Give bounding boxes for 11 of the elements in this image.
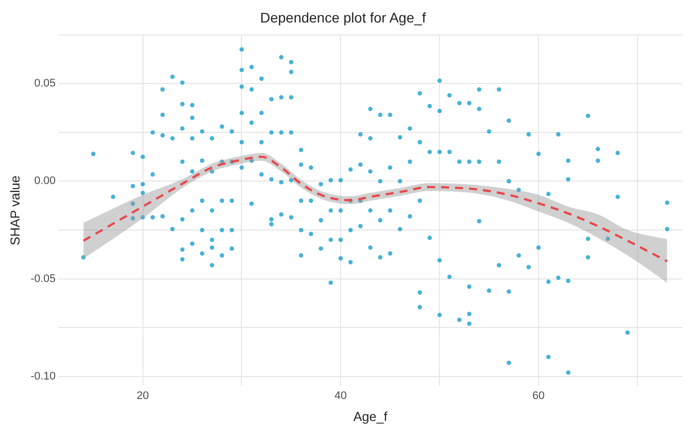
x-axis-title: Age_f: [353, 408, 388, 424]
y-axis-title: SHAP value: [7, 176, 22, 246]
chart-title: Dependence plot for Age_f: [260, 9, 426, 26]
x-tick-label: 20: [136, 390, 149, 402]
line-series: [82, 156, 668, 262]
x-tick-label: 60: [532, 390, 545, 402]
y-tick-label: -0.05: [30, 272, 56, 285]
y-tick-label: 0.00: [34, 175, 56, 188]
x-tick-label: 40: [334, 390, 347, 402]
y-tick-label: -0.10: [30, 370, 56, 382]
y-tick-label: 0.05: [34, 78, 56, 90]
